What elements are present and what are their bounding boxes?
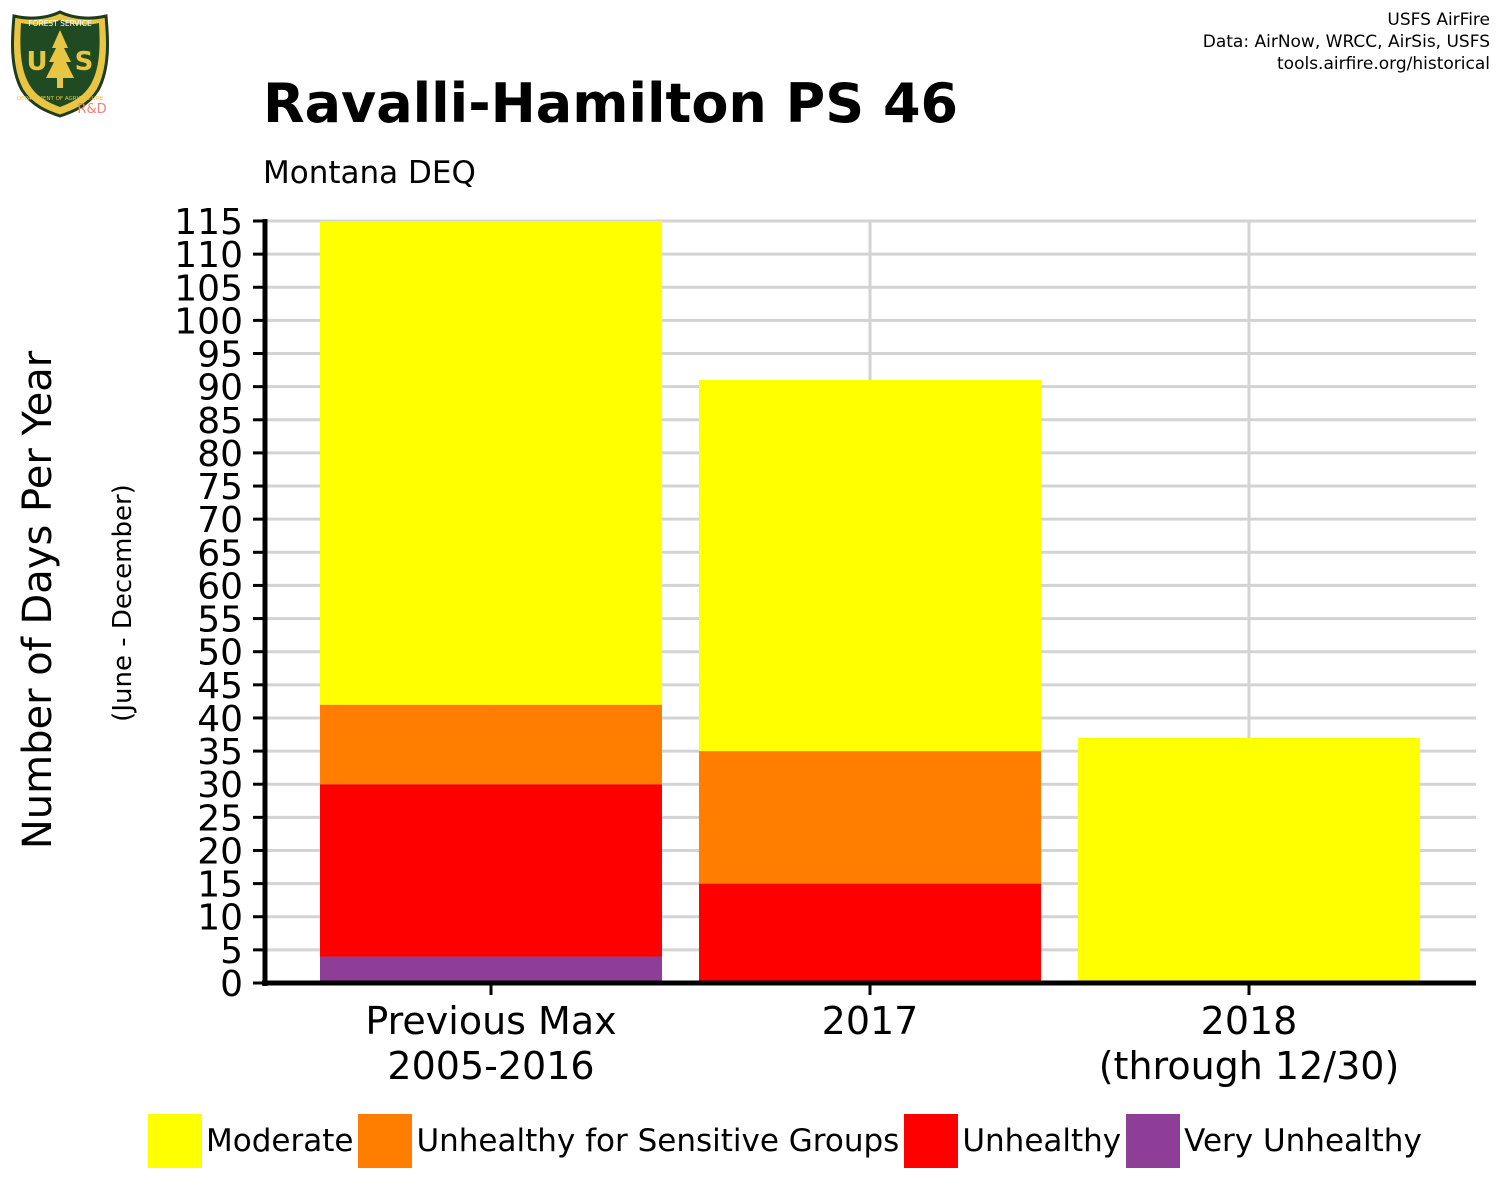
legend-item: Very Unhealthy [1126, 1114, 1422, 1168]
bar-segment [699, 380, 1041, 752]
y-tick-label: 5 [220, 931, 243, 972]
legend-item: Unhealthy for Sensitive Groups [358, 1114, 899, 1168]
bar-segment [320, 221, 662, 705]
svg-text:DEPARTMENT OF AGRICULTURE: DEPARTMENT OF AGRICULTURE [17, 96, 104, 102]
legend-item: Moderate [148, 1114, 353, 1168]
credit-line: USFS AirFire [1387, 10, 1490, 30]
legend-item: Unhealthy [904, 1114, 1121, 1168]
y-tick-label: 40 [197, 699, 243, 740]
y-tick-labels: 0510152025303540455055606570758085909510… [174, 202, 243, 1005]
y-tick-label: 30 [197, 765, 243, 806]
y-tick-label: 10 [197, 898, 243, 939]
svg-text:S: S [75, 47, 94, 77]
legend-swatch [1126, 1114, 1181, 1168]
x-tick-label: Previous Max [365, 999, 616, 1043]
legend-label: Very Unhealthy [1184, 1123, 1422, 1159]
y-tick-label: 95 [197, 335, 243, 376]
y-tick-label: 105 [174, 268, 243, 309]
chart-subtitle: Montana DEQ [263, 155, 476, 191]
y-tick-label: 55 [197, 600, 243, 641]
bar-segment [320, 784, 662, 957]
legend-swatch [148, 1114, 202, 1168]
x-tick-label: 2017 [822, 999, 919, 1043]
legend-label: Moderate [206, 1123, 354, 1159]
y-tick-label: 50 [197, 633, 243, 674]
x-tick-label: 2018 [1201, 999, 1298, 1043]
credit-line: tools.airfire.org/historical [1277, 54, 1490, 74]
y-tick-label: 65 [197, 533, 243, 574]
legend: Moderate Unhealthy for Sensitive Groups Un… [148, 1114, 1427, 1168]
y-axis-label: Number of Days Per Year [15, 350, 61, 849]
y-tick-label: 25 [197, 798, 243, 839]
legend-label: Unhealthy [962, 1123, 1122, 1159]
y-tick-label: 0 [220, 964, 243, 1005]
bar-segment [1078, 737, 1420, 983]
chart-title: Ravalli-Hamilton PS 46 [263, 72, 959, 135]
x-tick-label: 2005-2016 [387, 1044, 594, 1088]
y-axis-sublabel: (June - December) [108, 484, 138, 722]
y-tick-label: 60 [197, 566, 243, 607]
y-tick-label: 80 [197, 434, 243, 475]
credits: USFS AirFire Data: AirNow, WRCC, AirSis,… [1203, 9, 1490, 75]
x-tick-label: (through 12/30) [1099, 1044, 1400, 1088]
legend-swatch [904, 1114, 959, 1168]
legend-swatch [358, 1114, 413, 1168]
y-tick-label: 35 [197, 732, 243, 773]
bar-segment [699, 883, 1041, 983]
svg-text:R&D: R&D [77, 102, 106, 117]
y-tick-label: 110 [174, 235, 243, 276]
y-tick-label: 85 [197, 401, 243, 442]
y-tick-label: 115 [174, 202, 243, 243]
y-tick-label: 75 [197, 467, 243, 508]
y-tick-label: 100 [174, 301, 243, 342]
bar-chart: 0510152025303540455055606570758085909510… [15, 202, 1476, 1088]
y-tick-label: 20 [197, 831, 243, 872]
axes [253, 219, 1476, 995]
bar-segment [699, 751, 1041, 884]
bar-segment [320, 956, 662, 983]
credit-line: Data: AirNow, WRCC, AirSis, USFS [1202, 32, 1490, 52]
y-tick-label: 90 [197, 368, 243, 409]
svg-text:FOREST SERVICE: FOREST SERVICE [28, 19, 92, 28]
svg-text:U: U [26, 47, 47, 77]
y-tick-label: 15 [197, 865, 243, 906]
y-tick-label: 70 [197, 500, 243, 541]
y-tick-label: 45 [197, 666, 243, 707]
legend-label: Unhealthy for Sensitive Groups [416, 1123, 900, 1159]
usfs-shield-icon: FOREST SERVICE U S DEPARTMENT OF AGRICUL… [11, 10, 109, 118]
bar-segment [320, 704, 662, 785]
bars [320, 221, 1420, 983]
